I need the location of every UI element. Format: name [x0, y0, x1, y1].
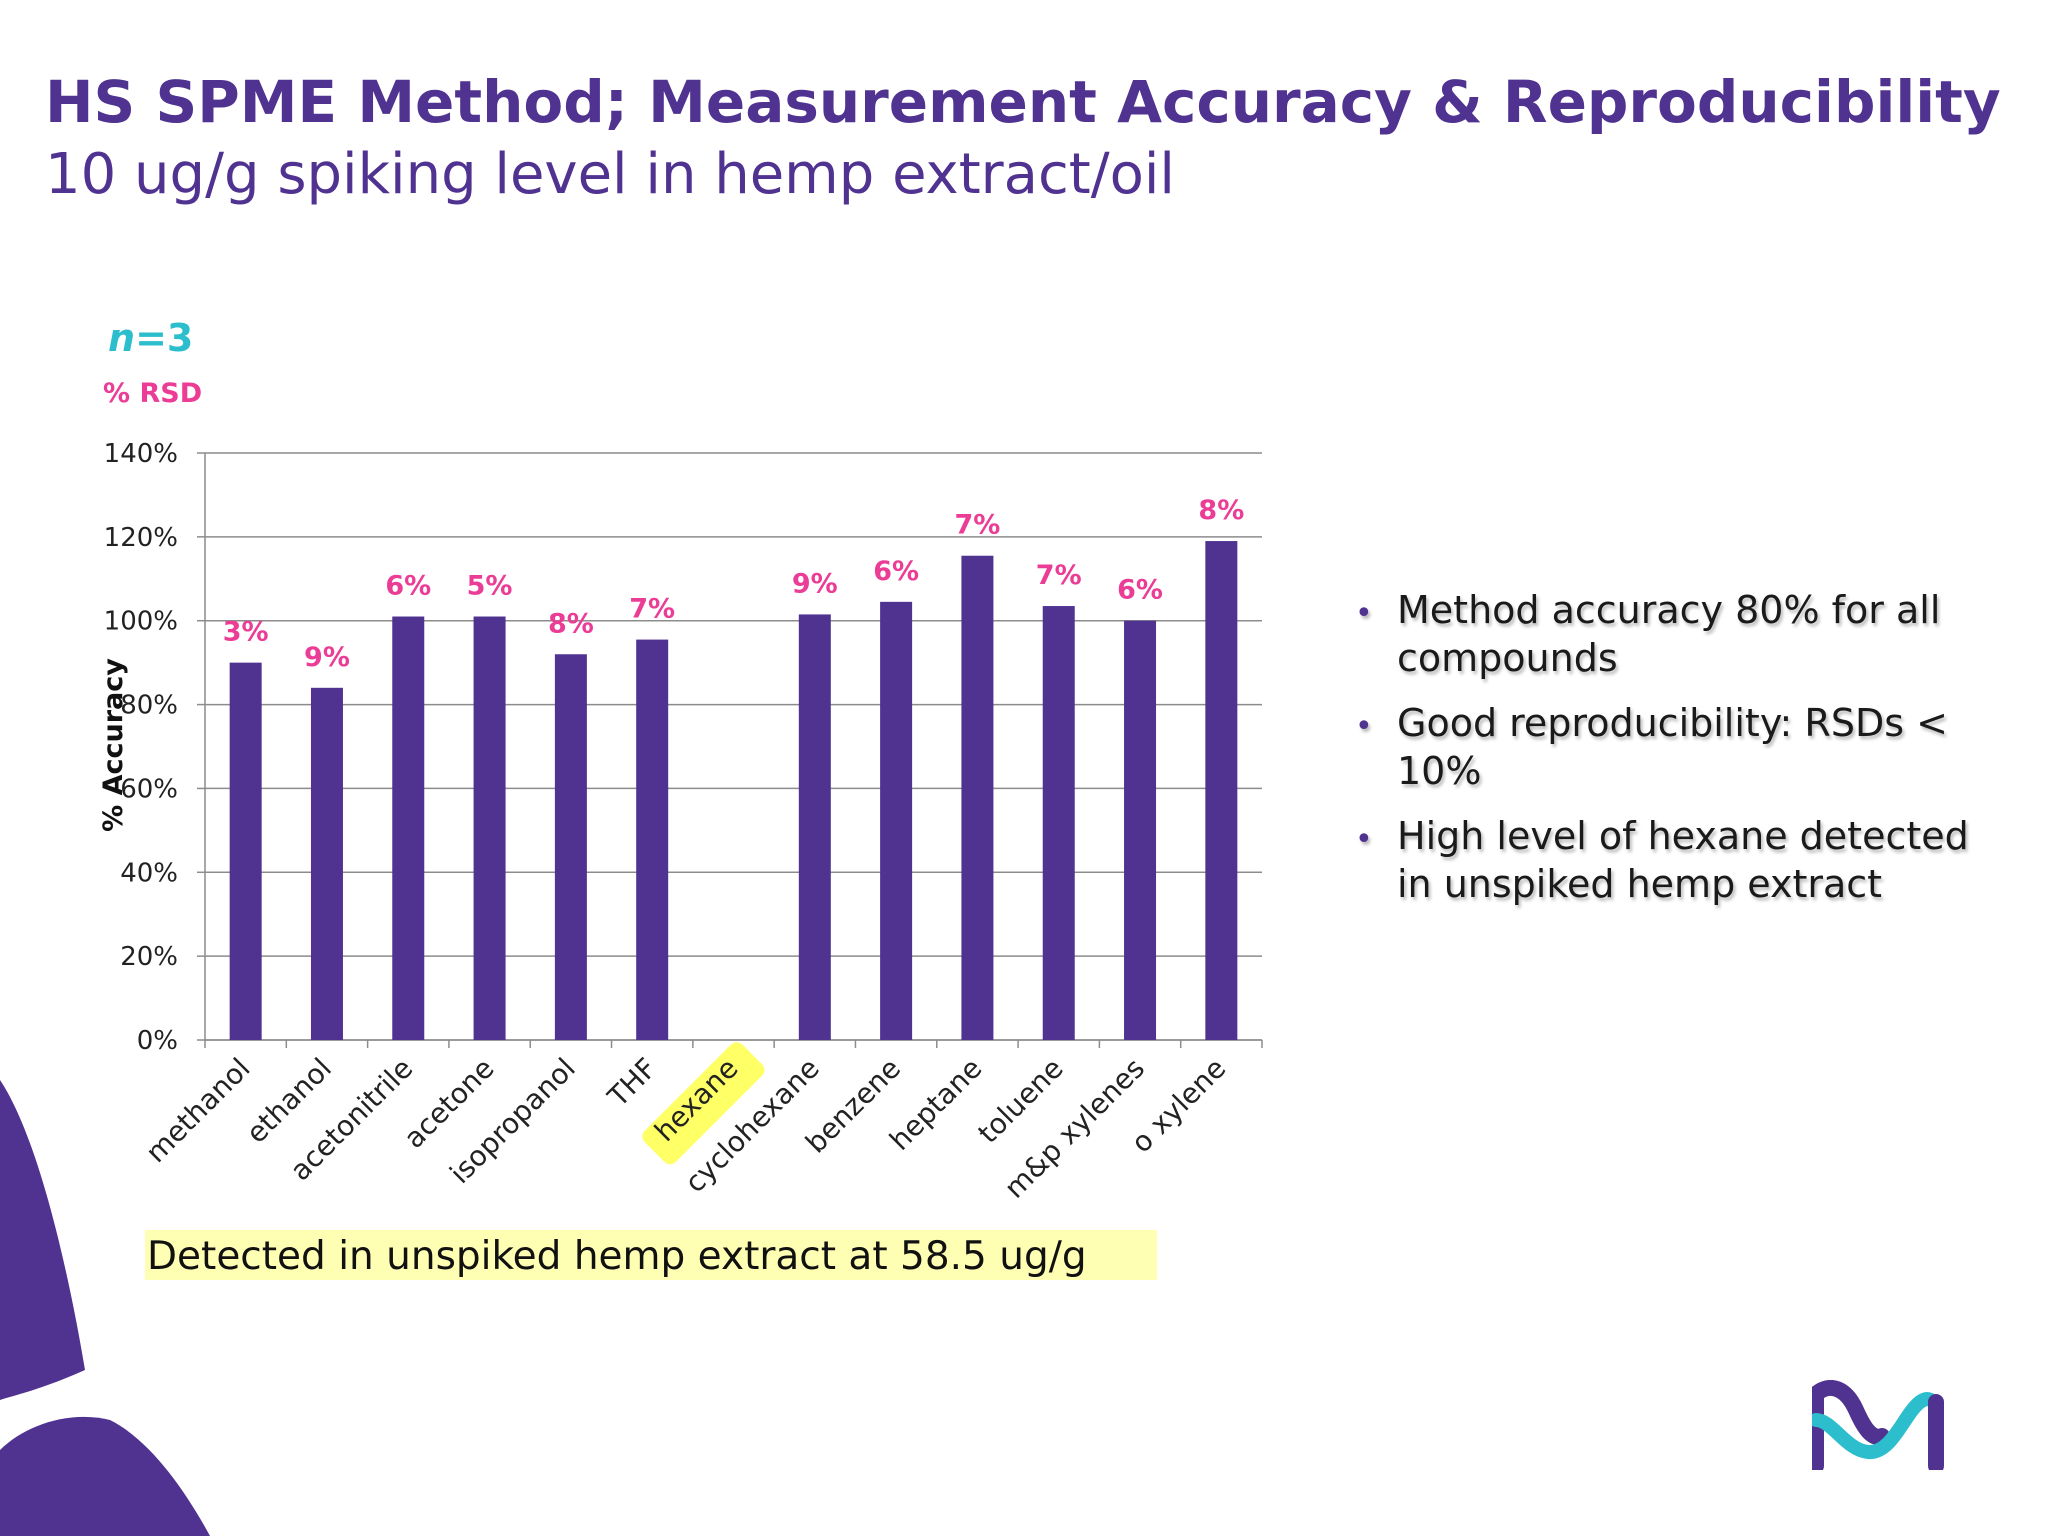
x-category-label: THF: [601, 1052, 663, 1114]
bar-thf: [636, 639, 669, 1040]
hexane-highlight: [642, 1042, 765, 1165]
rsd-data-label: 7%: [955, 510, 1001, 541]
y-tick-label: 80%: [120, 691, 178, 721]
bullet-list: • Method accuracy 80% for all compounds •…: [1355, 586, 2015, 925]
bar-acetonitrile: [392, 616, 425, 1040]
x-category-label: methanol: [139, 1052, 256, 1169]
y-axis-title: % Accuracy: [98, 658, 129, 832]
bar-cyclohexane: [798, 614, 831, 1040]
bullet-text: High level of hexane detected in unspike…: [1397, 814, 1969, 906]
y-tick-label: 20%: [120, 942, 178, 972]
x-category-label: m&p xylenes: [998, 1052, 1151, 1205]
bar-o-xylene: [1205, 541, 1238, 1040]
bar-toluene: [1042, 606, 1075, 1040]
bar-ethanol: [310, 687, 343, 1040]
rsd-data-label: 6%: [1117, 575, 1163, 606]
bullet-item: • Method accuracy 80% for all compounds: [1355, 586, 2015, 682]
rsd-data-label: 7%: [629, 594, 675, 625]
slide-title: HS SPME Method; Measurement Accuracy & R…: [45, 68, 2001, 136]
bar-isopropanol: [554, 654, 587, 1040]
rsd-data-label: 8%: [548, 608, 594, 639]
rsd-data-label: 6%: [385, 571, 431, 602]
bar-benzene: [880, 601, 913, 1040]
rsd-legend-label: % RSD: [103, 378, 203, 409]
rsd-data-label: 3%: [223, 617, 269, 648]
sample-size-variable: n: [108, 316, 136, 360]
bullet-item: • High level of hexane detected in unspik…: [1355, 812, 2015, 908]
sample-size-value: =3: [135, 316, 194, 360]
hexane-footnote: Detected in unspiked hemp extract at 58.…: [145, 1230, 1157, 1280]
bullet-item: • Good reproducibility: RSDs < 10%: [1355, 699, 2015, 795]
bullet-dot-icon: •: [1355, 596, 1373, 631]
slide-subtitle: 10 ug/g spiking level in hemp extract/oi…: [45, 142, 1175, 207]
bar-acetone: [473, 616, 506, 1040]
bullet-text: Good reproducibility: RSDs < 10%: [1397, 701, 1948, 793]
rsd-data-label: 5%: [467, 571, 513, 602]
y-tick-label: 140%: [104, 439, 178, 469]
y-tick-label: 100%: [104, 607, 178, 637]
rsd-data-label: 6%: [873, 556, 919, 587]
rsd-data-label: 8%: [1198, 495, 1244, 526]
bar-m-p-xylenes: [1124, 620, 1157, 1040]
rsd-data-label: 9%: [304, 642, 350, 673]
y-tick-label: 0%: [137, 1026, 178, 1056]
rsd-data-label: 7%: [1036, 560, 1082, 591]
y-tick-label: 120%: [104, 523, 178, 553]
bullet-dot-icon: •: [1355, 709, 1373, 744]
bullet-text: Method accuracy 80% for all compounds: [1397, 588, 1941, 680]
rsd-data-label: 9%: [792, 568, 838, 599]
y-tick-label: 40%: [120, 858, 178, 888]
y-tick-label: 60%: [120, 774, 178, 804]
bar-heptane: [961, 555, 994, 1040]
company-logo-icon: [1812, 1380, 1944, 1470]
bar-methanol: [229, 662, 262, 1040]
bullet-dot-icon: •: [1355, 822, 1373, 857]
sample-size-label: n=3: [108, 316, 193, 360]
